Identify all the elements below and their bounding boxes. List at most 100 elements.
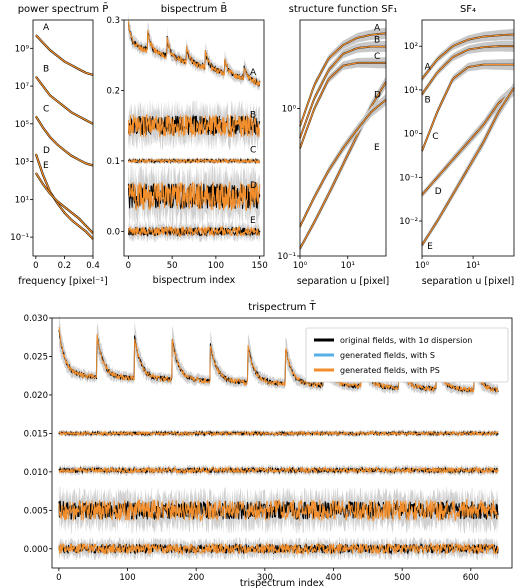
y-tick-label: 10⁷ — [15, 82, 30, 92]
y-tick-label: 10³ — [15, 158, 29, 168]
y-tick-label: 10⁻¹ — [277, 252, 296, 262]
x-axis-label: frequency [pixel⁻¹] — [18, 276, 107, 287]
dispersion-band-A — [58, 313, 499, 397]
series-line-ps-A — [421, 33, 515, 80]
series-line-ps-C — [299, 62, 386, 149]
y-tick-label: 10⁵ — [15, 120, 29, 130]
series-line-ps-E — [127, 225, 261, 238]
x-tick-label: 150 — [252, 261, 268, 271]
x-tick-label: 0 — [56, 573, 61, 583]
dispersion-band-A — [128, 11, 260, 92]
x-axis-label: trispectrum index — [240, 578, 325, 588]
x-tick-label: 300 — [257, 573, 273, 583]
y-tick-label: 0.0 — [106, 227, 120, 237]
panel-title: power spectrum P̄ — [18, 2, 109, 15]
series-line-ps-B — [299, 46, 386, 139]
x-tick-label: 200 — [188, 573, 204, 583]
x-tick-label: 10⁰ — [415, 261, 430, 271]
y-tick-label: 0.020 — [24, 391, 48, 401]
series-line-ps-E — [421, 87, 515, 246]
x-axis-label: separation u [pixel] — [297, 276, 390, 287]
series-line-original-C — [34, 115, 94, 167]
curve-label: C — [43, 104, 49, 114]
curve-label: B — [250, 110, 256, 120]
curve-label: D — [374, 91, 381, 101]
x-tick-label: 10¹ — [341, 261, 355, 271]
y-tick-label: 0.000 — [24, 545, 48, 555]
series-line-ps-D — [299, 81, 387, 249]
y-tick-label: 10⁻² — [399, 217, 418, 227]
curve-label: D — [43, 146, 50, 156]
legend-label: generated fields, with PS — [340, 366, 440, 375]
x-tick-label: 500 — [394, 573, 410, 583]
curve-label: A — [374, 24, 381, 34]
series-line-original-B — [35, 75, 94, 125]
curve-label: C — [374, 52, 380, 62]
curve-label: C — [432, 132, 438, 142]
x-tick-label: 0.4 — [86, 261, 100, 271]
curve-label: A — [425, 63, 432, 73]
series-line-ps-E — [299, 99, 387, 227]
curve-label: B — [43, 65, 49, 75]
y-tick-label: 10⁻¹ — [10, 233, 29, 243]
panel-title: trispectrum T̄ — [248, 300, 316, 313]
series-line-ps-B — [127, 113, 261, 138]
y-tick-label: 10¹ — [404, 86, 418, 96]
x-tick-label: 10¹ — [466, 261, 480, 271]
x-tick-label: 10⁰ — [293, 261, 308, 271]
x-tick-label: 0.2 — [58, 261, 72, 271]
series-line-ps-A — [299, 32, 387, 127]
x-tick-label: 100 — [119, 573, 135, 583]
y-tick-label: 10⁰ — [404, 130, 419, 140]
legend-label: generated fields, with S — [340, 351, 435, 360]
series-line-ps-A — [35, 34, 94, 76]
series-line-ps-E — [35, 172, 94, 234]
series-line-ps-A — [127, 20, 261, 87]
x-axis-label: bispectrum index — [153, 275, 236, 286]
series-line-ps-B — [35, 76, 94, 125]
y-tick-label: 0.3 — [106, 16, 120, 26]
x-tick-label: 600 — [463, 573, 479, 583]
series-line-ps-E — [58, 542, 499, 556]
series-line-ps-C — [128, 158, 261, 165]
x-tick-label: 50 — [167, 261, 178, 271]
curve-label: E — [427, 242, 433, 252]
y-tick-label: 0.030 — [24, 314, 48, 324]
panel-title: bispectrum B̄ — [161, 2, 228, 15]
legend-label: original fields, with 1σ dispersion — [340, 336, 472, 345]
plot-frame-1 — [123, 19, 265, 257]
y-tick-label: 0.1 — [106, 157, 120, 167]
curve-label: A — [43, 23, 50, 33]
series-line-ps-B — [421, 45, 514, 95]
y-tick-label: 10² — [404, 42, 418, 52]
y-tick-label: 10⁰ — [282, 105, 297, 115]
x-tick-label: 400 — [325, 573, 341, 583]
series-line-ps-D — [35, 153, 94, 240]
curve-label: B — [374, 36, 380, 46]
plot-frame-0 — [32, 19, 94, 257]
x-tick-label: 0 — [33, 261, 38, 271]
curve-label: E — [374, 143, 380, 153]
series-line-ps-D — [127, 181, 261, 211]
panel-title: structure function SF₁ — [289, 4, 398, 15]
curve-label: D — [435, 187, 442, 197]
y-tick-label: 10⁹ — [15, 44, 30, 54]
y-tick-label: 0.015 — [24, 429, 48, 439]
curve-label: E — [43, 161, 49, 171]
curve-label: E — [250, 216, 256, 226]
series-line-ps-C — [58, 465, 499, 475]
y-tick-label: 0.005 — [24, 506, 48, 516]
x-tick-label: 0 — [126, 261, 131, 271]
series-line-ps-B — [58, 430, 499, 437]
plot-frame-2 — [299, 19, 387, 257]
legend-box — [305, 327, 509, 383]
series-line-ps-C — [421, 63, 514, 152]
curve-label: C — [250, 146, 256, 156]
y-tick-label: 10¹ — [15, 195, 29, 205]
series-line-ps-D — [421, 89, 515, 196]
y-tick-label: 0.2 — [106, 86, 120, 96]
plot-frame-4 — [51, 317, 513, 569]
curve-label: B — [425, 96, 431, 106]
x-axis-label: separation u [pixel] — [422, 276, 515, 287]
